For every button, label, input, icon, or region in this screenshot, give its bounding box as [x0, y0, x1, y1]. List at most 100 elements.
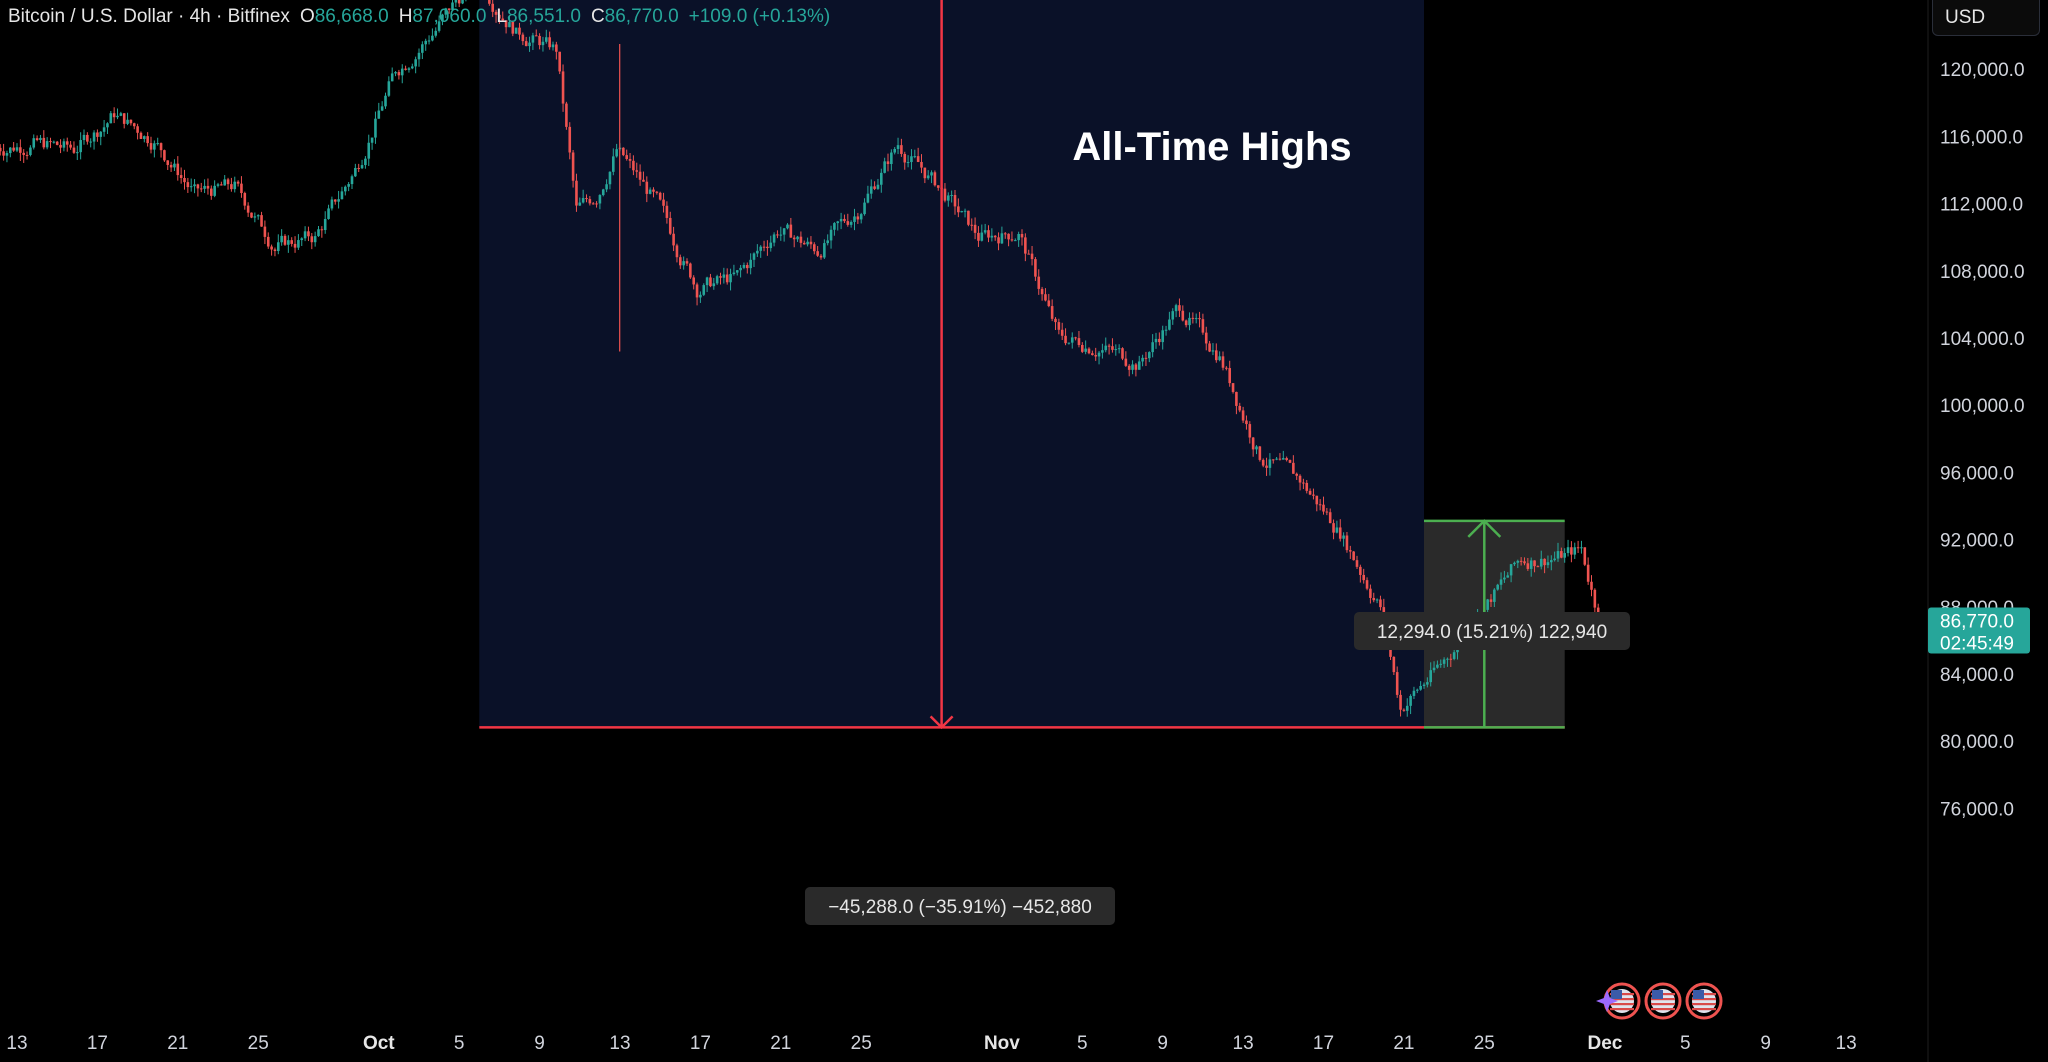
measure-up-label[interactable]: 12,294.0 (15.21%) 122,940: [1377, 622, 1607, 643]
candle: [1204, 326, 1208, 351]
candle-body: [846, 221, 850, 225]
candle-body: [1117, 348, 1121, 350]
candle-body: [1449, 658, 1453, 660]
candle: [387, 76, 391, 97]
candle: [447, 8, 451, 14]
candle: [541, 36, 545, 52]
candle: [1442, 657, 1446, 668]
candle: [615, 143, 618, 158]
price-axis[interactable]: 76,000.080,000.084,000.088,000.092,000.0…: [1927, 0, 2048, 1062]
price-tick-label: 120,000.0: [1940, 60, 2025, 81]
us-flag-icon[interactable]: [1685, 982, 1723, 1020]
candle-body: [1208, 343, 1211, 352]
candle-body: [153, 143, 156, 150]
price-tick-label: 80,000.0: [1940, 732, 2014, 753]
candle: [360, 159, 364, 170]
symbol-title[interactable]: Bitcoin / U.S. Dollar · 4h · Bitfinex: [8, 6, 290, 27]
candle: [1509, 563, 1513, 583]
candle-body: [89, 141, 92, 143]
candle-body: [1529, 560, 1533, 569]
candle: [953, 190, 957, 215]
candle-body: [39, 137, 42, 141]
candle-body: [357, 167, 360, 169]
candle-body: [35, 138, 39, 141]
candle-body: [608, 171, 612, 185]
candle: [1338, 519, 1342, 542]
candle-body: [223, 179, 226, 186]
candle-body: [1335, 527, 1339, 533]
candle: [514, 27, 518, 34]
candle: [836, 220, 840, 231]
candle: [1570, 541, 1573, 563]
candle-body: [913, 156, 917, 158]
candle: [679, 254, 682, 269]
candle-body: [866, 193, 870, 203]
time-tick-label: 9: [534, 1033, 545, 1054]
candle-body: [1486, 599, 1489, 610]
candle-body: [1278, 458, 1282, 460]
candle: [15, 143, 19, 153]
price-axis-bg: [1928, 0, 2048, 1062]
candle: [869, 179, 873, 199]
candle: [1305, 480, 1309, 494]
candle-body: [1258, 446, 1262, 460]
candle: [297, 234, 300, 250]
candle: [843, 214, 846, 224]
candle-body: [1365, 580, 1369, 589]
candle-body: [119, 113, 123, 116]
candle-body: [323, 218, 327, 231]
candle-body: [1251, 437, 1255, 450]
candle-body: [926, 175, 930, 179]
candle-body: [963, 210, 967, 212]
candle-body: [1215, 350, 1218, 361]
us-flag-icon[interactable]: [1644, 982, 1682, 1020]
candle-body: [42, 137, 46, 148]
candle-body: [970, 224, 974, 226]
candle-body: [196, 184, 200, 189]
candle-body: [1067, 342, 1071, 344]
candle: [193, 179, 196, 194]
candle-body: [1312, 494, 1315, 496]
candle: [866, 185, 870, 204]
measure-down-label[interactable]: −45,288.0 (−35.91%) −452,880: [828, 897, 1092, 918]
annotation-all-time-highs[interactable]: All-Time Highs: [1072, 125, 1351, 169]
candle: [1091, 350, 1094, 356]
ath-zone[interactable]: [479, 0, 1424, 728]
candle: [273, 247, 277, 257]
candle: [1148, 351, 1151, 363]
candle: [752, 252, 756, 267]
candle-body: [69, 144, 72, 148]
candle-body: [1332, 523, 1335, 533]
candle-body: [397, 72, 401, 76]
candle: [1047, 293, 1051, 308]
candle-body: [1503, 577, 1506, 580]
candle: [735, 270, 739, 276]
candle: [823, 239, 826, 259]
time-axis[interactable]: 13 17 21 25 Oct 5 9 13 17 21 25 Nov 5 9 13 17 21 25 Dec 5 9 1…: [6, 1033, 1856, 1054]
candle: [705, 276, 709, 293]
candle-body: [987, 230, 990, 238]
candle: [1556, 542, 1560, 562]
candle-body: [739, 267, 742, 271]
candle: [256, 214, 260, 220]
candle: [849, 220, 853, 228]
candle: [146, 132, 149, 147]
candle: [344, 185, 347, 196]
candle-body: [1101, 350, 1104, 353]
candle: [143, 135, 146, 143]
candle: [1067, 342, 1071, 345]
candle-body: [1151, 342, 1154, 353]
candle-body: [183, 177, 186, 183]
candle-body: [451, 2, 454, 10]
candle: [859, 212, 863, 224]
last-price-tag[interactable]: 86,770.0: [1940, 611, 2014, 632]
currency-button[interactable]: USD: [1932, 0, 2040, 36]
candle: [1412, 686, 1416, 700]
candle: [498, 8, 501, 24]
measure-down-arrow-icon: [929, 715, 954, 730]
candle-body: [943, 188, 947, 201]
candle: [333, 199, 337, 205]
candle-body: [668, 217, 672, 234]
candle: [903, 151, 907, 170]
